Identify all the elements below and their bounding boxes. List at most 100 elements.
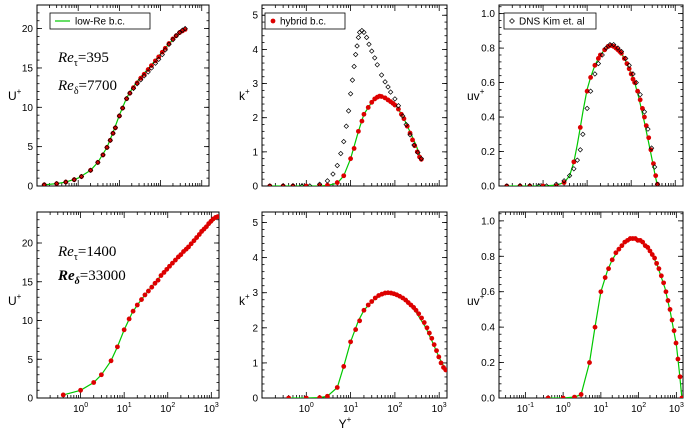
data-point-open xyxy=(641,109,648,115)
panel-top-right: 0.0 0.2 0.4 0.6 0.8 1.0 uv+ DNS Kim et. al xyxy=(467,4,684,193)
data-point xyxy=(280,183,286,186)
data-point xyxy=(164,266,170,272)
data-point-open xyxy=(159,51,165,58)
data-point xyxy=(645,245,651,250)
data-point-open xyxy=(361,29,367,36)
data-point xyxy=(167,263,172,269)
data-point xyxy=(54,181,60,186)
data-point-open xyxy=(116,113,123,119)
data-point-open xyxy=(615,45,621,51)
x-tick-label: 100 xyxy=(556,402,571,415)
data-point xyxy=(671,328,677,334)
data-point-open xyxy=(637,91,643,98)
data-point-open xyxy=(382,79,388,85)
y-tick-label: 0.6 xyxy=(481,78,495,89)
data-point-open xyxy=(561,178,567,184)
y-tick-label: 4 xyxy=(252,45,258,56)
data-point xyxy=(127,90,133,96)
data-point-open xyxy=(587,88,594,94)
data-point xyxy=(361,307,367,313)
x-tick-label: 101 xyxy=(593,402,608,415)
data-point xyxy=(637,97,643,103)
data-point-open xyxy=(574,157,581,163)
y-tick-label: 1 xyxy=(252,147,258,158)
data-point-open xyxy=(152,60,159,66)
data-point xyxy=(188,241,194,247)
data-point xyxy=(592,62,598,68)
data-point xyxy=(161,270,167,275)
series-line xyxy=(548,238,683,398)
data-point-open xyxy=(170,36,176,43)
data-point-open xyxy=(299,183,305,186)
data-point-open xyxy=(395,103,402,109)
data-point xyxy=(517,183,523,186)
reynolds-annotation: Reδ=33000 xyxy=(57,268,126,287)
data-point xyxy=(116,113,122,119)
data-point xyxy=(162,45,168,51)
y-axis-label: uv+ xyxy=(467,87,485,103)
data-point-open xyxy=(347,91,354,97)
data-point-open xyxy=(403,121,409,128)
y-tick-label: 1.0 xyxy=(481,216,495,227)
data-point-open xyxy=(626,62,632,69)
panel-top-left: 0 5 10 15 20 U+ low-Re b.c. Reτ=395 Reδ=7700 xyxy=(8,4,210,193)
data-point xyxy=(120,105,126,111)
data-point xyxy=(540,183,546,186)
legend: hybrid b.c. xyxy=(264,12,346,30)
legend-box xyxy=(49,12,151,30)
y-tick-label: 0 xyxy=(27,182,33,193)
data-point-open xyxy=(307,183,313,186)
y-tick-label: 0.6 xyxy=(481,287,495,298)
y-tick-label: 2 xyxy=(252,113,258,124)
reynolds-annotation: Reδ=7700 xyxy=(57,78,117,97)
data-point-open xyxy=(571,166,577,172)
data-point xyxy=(606,266,611,272)
data-point xyxy=(95,159,101,165)
data-point xyxy=(679,395,683,398)
data-point xyxy=(404,123,410,129)
data-point-open xyxy=(104,144,110,151)
data-point xyxy=(621,56,627,61)
data-point xyxy=(663,289,669,295)
data-point-open xyxy=(100,152,106,158)
data-point-open xyxy=(369,48,375,54)
data-point-open xyxy=(385,84,391,90)
data-point-open xyxy=(622,55,629,62)
data-point-open xyxy=(610,41,617,48)
data-point xyxy=(78,387,83,393)
data-point xyxy=(138,75,144,81)
data-point xyxy=(325,393,330,398)
data-point xyxy=(572,394,577,398)
data-point xyxy=(431,342,437,348)
data-point-open xyxy=(366,41,372,47)
y-tick-label: 5 xyxy=(252,11,258,22)
data-point-open xyxy=(351,63,357,70)
data-point xyxy=(215,214,219,220)
data-point xyxy=(588,75,594,80)
data-point xyxy=(560,395,566,398)
data-point xyxy=(341,173,347,179)
data-point xyxy=(365,302,371,308)
data-point-open xyxy=(280,183,286,186)
data-point-open xyxy=(400,113,406,119)
data-point-open xyxy=(343,123,350,129)
data-point-open xyxy=(630,71,636,77)
data-point xyxy=(632,80,638,85)
data-point-open xyxy=(352,51,359,58)
data-point xyxy=(348,339,353,345)
data-point xyxy=(357,318,363,324)
data-point-open xyxy=(592,71,598,77)
legend-label: low-Re b.c. xyxy=(75,17,125,28)
data-point xyxy=(647,248,653,254)
series-group xyxy=(286,290,447,398)
data-point xyxy=(134,302,140,308)
data-point xyxy=(110,130,116,136)
data-point xyxy=(587,360,592,365)
data-point xyxy=(121,327,127,333)
data-point xyxy=(626,66,632,72)
data-point-open xyxy=(71,177,77,183)
data-point xyxy=(139,297,144,302)
data-point xyxy=(673,340,679,346)
data-point-open xyxy=(603,45,609,51)
data-point-open xyxy=(162,47,168,53)
